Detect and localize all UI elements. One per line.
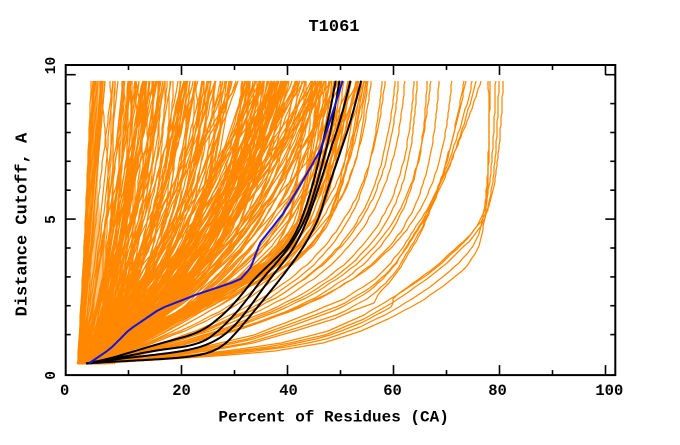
svg-text:40: 40 — [279, 382, 298, 400]
svg-text:Percent of Residues (CA): Percent of Residues (CA) — [218, 409, 448, 427]
svg-text:20: 20 — [172, 382, 191, 400]
svg-text:100: 100 — [595, 382, 623, 400]
svg-text:5: 5 — [44, 215, 60, 224]
svg-text:80: 80 — [488, 382, 507, 400]
svg-text:10: 10 — [44, 57, 60, 74]
svg-text:0: 0 — [60, 382, 69, 400]
svg-text:0: 0 — [44, 371, 60, 380]
svg-text:Distance Cutoff, A: Distance Cutoff, A — [14, 132, 33, 316]
svg-text:T1061: T1061 — [308, 18, 359, 37]
svg-text:60: 60 — [383, 382, 402, 400]
